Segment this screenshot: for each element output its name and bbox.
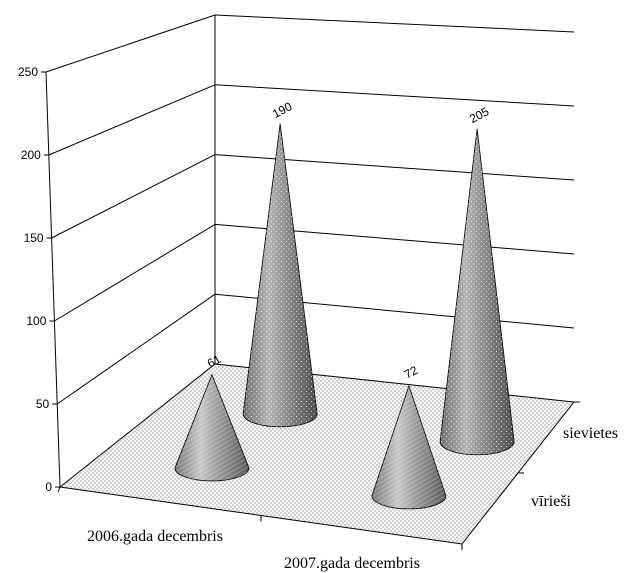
- y-tick-label: 0: [45, 480, 52, 494]
- cone-texture: [440, 129, 514, 455]
- y-tick-label: 200: [21, 148, 41, 162]
- gridline-back: [215, 85, 574, 106]
- y-axis: 0 50 100 150 200 250: [18, 65, 60, 494]
- y-tick-label: 50: [36, 397, 50, 411]
- y-tick-label: 100: [26, 314, 46, 328]
- data-label: 72: [402, 363, 421, 382]
- y-tick-label: 150: [24, 231, 44, 245]
- category-label: 2007.gada decembris: [284, 555, 420, 572]
- category-label: 2006.gada decembris: [87, 528, 223, 545]
- cone-texture: [243, 124, 317, 427]
- data-label: 205: [467, 104, 492, 126]
- series-label: sievietes: [563, 425, 618, 442]
- y-tick-label: 250: [18, 65, 38, 79]
- data-label: 190: [270, 99, 295, 121]
- cone-back-0: 190: [243, 99, 317, 427]
- cone-back-1: 205: [440, 104, 514, 455]
- gridline-back: [215, 15, 574, 32]
- y-axis-line: [46, 72, 60, 487]
- gridline-left: [54, 224, 215, 321]
- gridline-left: [49, 85, 215, 155]
- gridline-left: [46, 15, 215, 72]
- series-label: vīrieši: [531, 493, 572, 510]
- gridline-back: [215, 155, 574, 180]
- gridline-left: [52, 155, 215, 238]
